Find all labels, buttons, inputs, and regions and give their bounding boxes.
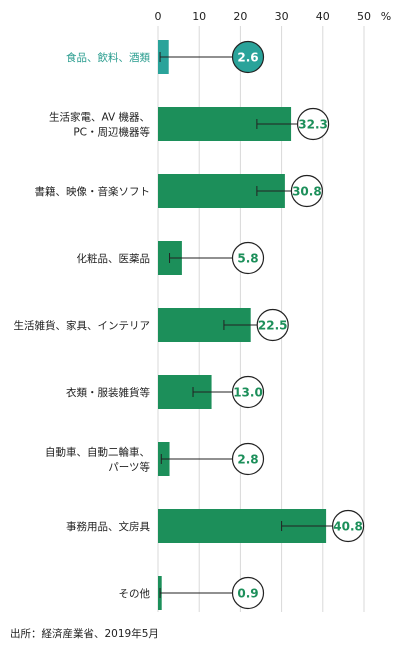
value-label: 30.8 <box>292 185 322 199</box>
value-label: 40.8 <box>333 520 363 534</box>
tick-label: 40 <box>316 10 330 23</box>
value-label: 5.8 <box>237 252 258 266</box>
value-label: 32.3 <box>298 118 328 132</box>
category-label: 衣類・服装雑貨等 <box>66 386 150 399</box>
category-label: PC・周辺機器等 <box>73 126 150 139</box>
value-bubble <box>231 442 265 476</box>
tick-label: 30 <box>275 10 289 23</box>
category-label: パーツ等 <box>108 461 150 474</box>
value-label: 13.0 <box>233 386 263 400</box>
category-label: 事務用品、文房具 <box>66 520 150 533</box>
value-bubble <box>290 174 323 208</box>
category-label: 書籍、映像・音楽ソフト <box>35 185 151 198</box>
value-bubble <box>231 241 265 275</box>
value-bubble <box>231 375 265 409</box>
tick-label: 20 <box>233 10 247 23</box>
value-label: 2.8 <box>237 453 258 467</box>
value-bubble <box>296 107 330 141</box>
tick-label: 50 <box>357 10 371 23</box>
value-bubble <box>256 308 289 342</box>
source-note: 出所：経済産業省、2019年5月 <box>10 628 159 640</box>
value-bubble <box>231 576 265 610</box>
value-label: 0.9 <box>237 587 258 601</box>
tick-label: 10 <box>192 10 206 23</box>
value-bubble <box>231 40 265 74</box>
unit-label: % <box>381 10 391 23</box>
category-label: その他 <box>119 587 151 600</box>
category-label: 自動車、自動二輪車、 <box>45 446 150 459</box>
value-bubble <box>331 509 365 543</box>
bar-chart: 0 10 20 30 40 50 % 食品、飲料、酒類 2.6 生活家電、AV 機器、 PC・周辺機… <box>14 10 391 612</box>
value-label: 2.6 <box>237 51 258 65</box>
value-label: 22.5 <box>258 319 288 333</box>
category-label: 生活家電、AV 機器、 <box>49 111 150 124</box>
category-label: 生活雑貨、家具、インテリア <box>14 319 151 332</box>
category-label: 食品、飲料、酒類 <box>66 51 150 64</box>
tick-label: 0 <box>155 10 162 23</box>
category-label: 化粧品、医薬品 <box>77 252 151 265</box>
